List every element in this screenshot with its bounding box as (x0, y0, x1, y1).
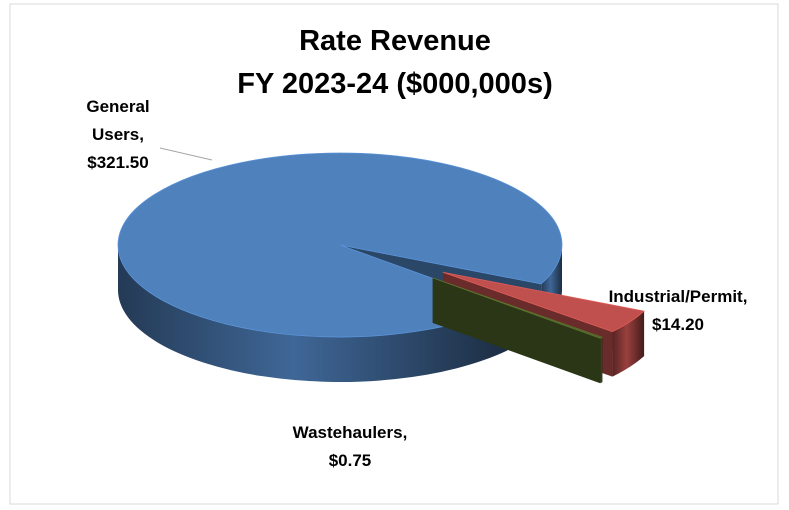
slice-side (600, 337, 603, 384)
slice-top (442, 271, 645, 333)
data-label: Industrial/Permit, $14.20 (609, 287, 748, 334)
data-label: General Users, $321.50 (86, 97, 149, 172)
leader-line (159, 147, 213, 161)
category-name: Wastehaulers (293, 423, 403, 442)
value-label: $0.75 (329, 451, 372, 470)
slice (117, 152, 563, 382)
slice (432, 277, 604, 384)
category-name: Industrial/Permit (609, 287, 743, 306)
label-separator: , (403, 423, 408, 442)
slice-top (432, 277, 604, 339)
value-label: $14.20 (652, 315, 704, 334)
slice-side (612, 311, 645, 377)
category-name: Users (92, 125, 139, 144)
value-label: $321.50 (87, 153, 148, 172)
chart-title: Rate Revenue (299, 25, 491, 57)
label-separator: , (743, 287, 748, 306)
data-label: Wastehaulers, $0.75 (293, 423, 408, 470)
slice-side (118, 245, 508, 382)
category-name: General (86, 97, 149, 116)
label-separator: , (139, 125, 144, 144)
slice-wall (432, 277, 601, 384)
chart-subtitle: FY 2023-24 ($000,000s) (237, 68, 552, 100)
